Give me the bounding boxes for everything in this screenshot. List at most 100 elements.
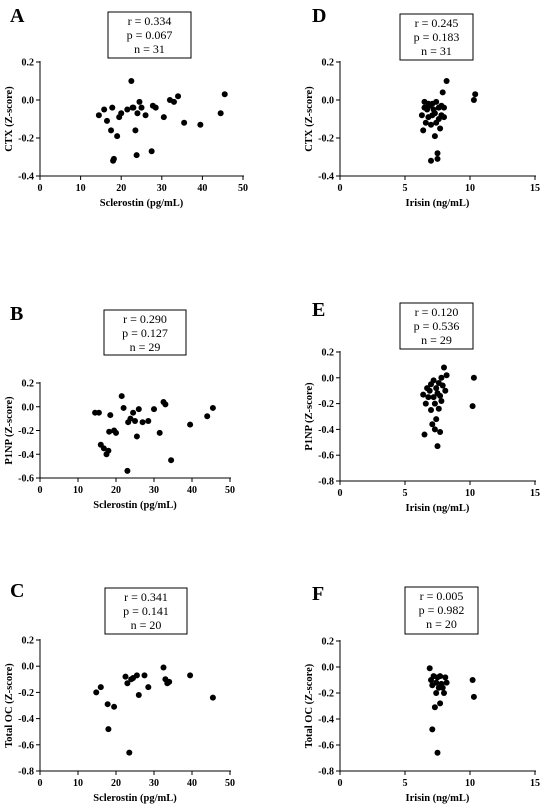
data-point bbox=[136, 98, 143, 105]
y-tick-label: -0.4 bbox=[18, 172, 34, 183]
data-point bbox=[470, 97, 477, 103]
data-point bbox=[166, 678, 173, 685]
data-point bbox=[433, 679, 440, 686]
data-point bbox=[431, 133, 438, 140]
x-tick-label: 30 bbox=[149, 485, 159, 496]
stat-line: n = 20 bbox=[426, 617, 457, 631]
data-point bbox=[113, 429, 119, 436]
y-tick-label: 0.2 bbox=[322, 348, 335, 359]
data-point bbox=[138, 104, 145, 111]
x-tick-label: 0 bbox=[338, 488, 343, 499]
y-tick-label: -0.2 bbox=[18, 134, 34, 145]
x-tick-label: 20 bbox=[116, 183, 126, 194]
data-point bbox=[130, 104, 137, 111]
data-point bbox=[160, 664, 167, 671]
y-tick-label: 0.0 bbox=[22, 402, 35, 413]
y-tick-label: -0.2 bbox=[18, 688, 34, 699]
data-point bbox=[109, 104, 116, 111]
data-point bbox=[95, 112, 102, 119]
data-point bbox=[209, 694, 216, 701]
data-point bbox=[470, 374, 477, 381]
data-point bbox=[430, 394, 437, 401]
data-point bbox=[187, 672, 194, 679]
data-point bbox=[133, 672, 140, 679]
data-point bbox=[122, 673, 129, 680]
data-point bbox=[431, 110, 438, 117]
data-point bbox=[438, 374, 445, 381]
x-tick-label: 30 bbox=[149, 778, 159, 789]
data-point bbox=[108, 127, 115, 134]
stats-box bbox=[399, 13, 474, 61]
x-tick-label: 40 bbox=[187, 485, 197, 496]
panel-letter: E bbox=[312, 299, 325, 321]
y-tick-label: -0.8 bbox=[318, 477, 334, 488]
y-tick-label: -0.4 bbox=[18, 450, 34, 461]
data-point bbox=[133, 433, 140, 440]
y-tick-label: 0.0 bbox=[322, 96, 335, 107]
stat-line: n = 31 bbox=[421, 44, 452, 58]
data-point bbox=[100, 445, 107, 452]
data-point bbox=[103, 117, 110, 124]
x-tick-label: 15 bbox=[530, 778, 540, 789]
stat-line: n = 31 bbox=[134, 42, 165, 56]
data-point bbox=[127, 415, 134, 422]
data-point bbox=[130, 409, 137, 416]
y-tick-label: 0.0 bbox=[322, 373, 335, 384]
y-tick-label: -0.2 bbox=[318, 134, 334, 145]
x-tick-label: 20 bbox=[111, 485, 121, 496]
data-point bbox=[134, 110, 141, 117]
y-tick-label: -0.4 bbox=[318, 425, 334, 436]
y-tick-label: 0.2 bbox=[22, 636, 35, 647]
data-point bbox=[124, 680, 131, 687]
data-point bbox=[421, 431, 428, 438]
data-point bbox=[133, 152, 140, 159]
x-tick-label: 5 bbox=[403, 778, 408, 789]
data-point bbox=[431, 400, 438, 407]
data-point bbox=[434, 150, 441, 157]
data-point bbox=[441, 364, 447, 371]
y-tick-label: -0.6 bbox=[18, 740, 34, 751]
data-point bbox=[93, 689, 100, 696]
data-point bbox=[428, 407, 434, 414]
data-point bbox=[433, 385, 440, 392]
x-tick-label: 0 bbox=[38, 778, 43, 789]
data-point bbox=[151, 406, 157, 413]
x-tick-label: 0 bbox=[38, 183, 43, 194]
data-point bbox=[114, 133, 121, 140]
data-point bbox=[145, 418, 152, 424]
data-point bbox=[124, 106, 131, 113]
data-point bbox=[217, 110, 224, 117]
x-tick-label: 50 bbox=[225, 778, 235, 789]
panel-letter: A bbox=[10, 5, 25, 27]
data-point bbox=[442, 674, 449, 681]
data-point bbox=[104, 701, 111, 708]
stat-line: r = 0.334 bbox=[128, 14, 172, 28]
data-point bbox=[439, 89, 446, 96]
y-tick-label: -0.2 bbox=[318, 399, 334, 410]
data-point bbox=[437, 392, 444, 399]
stat-line: r = 0.341 bbox=[124, 590, 168, 604]
y-tick-label: 0.2 bbox=[322, 58, 335, 69]
data-point bbox=[135, 692, 142, 699]
data-point bbox=[162, 401, 169, 408]
data-point bbox=[145, 684, 152, 691]
data-point bbox=[438, 398, 445, 405]
data-point bbox=[221, 91, 228, 98]
panel-letter: C bbox=[10, 580, 24, 602]
y-tick-label: -0.6 bbox=[18, 474, 34, 485]
data-point bbox=[426, 387, 433, 394]
stat-line: r = 0.290 bbox=[123, 312, 167, 326]
x-tick-label: 50 bbox=[238, 183, 248, 194]
stats-box bbox=[399, 302, 474, 350]
data-point bbox=[152, 104, 159, 111]
x-tick-label: 40 bbox=[197, 183, 207, 194]
data-point bbox=[437, 428, 444, 435]
data-point bbox=[124, 467, 131, 474]
data-point bbox=[433, 690, 440, 696]
stat-line: n = 29 bbox=[421, 333, 452, 347]
data-point bbox=[106, 428, 113, 435]
data-point bbox=[434, 155, 441, 162]
